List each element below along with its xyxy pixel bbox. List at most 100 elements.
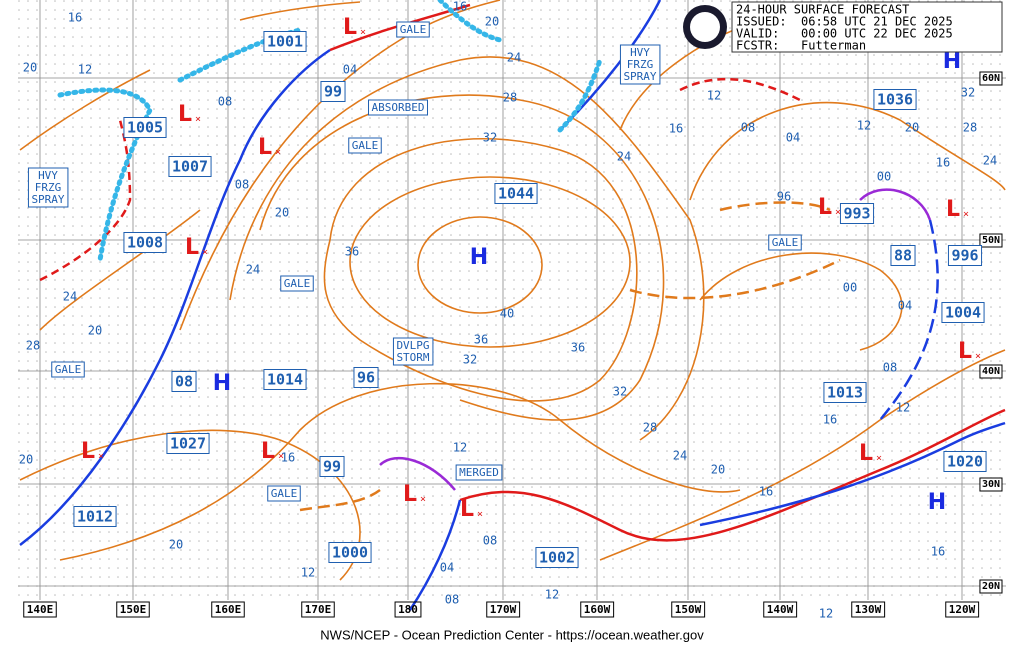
labels: 140E 150E 160E 170E 180 170W 160W 150W 140W 130W 1… <box>19 0 1003 621</box>
header-line: VALID: 00:00 UTC 22 DEC 2025 <box>736 27 953 41</box>
pressure-label-box <box>320 81 346 102</box>
high-center: H <box>928 490 946 515</box>
low-mark: × <box>835 207 841 218</box>
isobar-label: 20 <box>275 206 289 220</box>
longitude-label: 170E <box>305 603 332 616</box>
warning: GALE <box>280 275 314 292</box>
pressure-label: 1027 <box>170 435 206 453</box>
pressure-label-box <box>947 245 983 266</box>
warning-box <box>267 485 301 502</box>
footer: NWS/NCEP - Ocean Prediction Center - htt… <box>320 627 704 642</box>
pressure-label: 1008 <box>127 234 163 252</box>
low-center: L <box>81 439 95 464</box>
isobar-label: 04 <box>343 63 357 77</box>
low-mark: × <box>963 209 969 220</box>
pressure-label: 1014 <box>267 371 303 389</box>
pressure-label: 96 <box>357 369 375 387</box>
warning: GALE <box>768 234 802 251</box>
isobar-label: 08 <box>445 593 459 607</box>
pressure-label-box <box>535 547 579 568</box>
warning-text: FRZG <box>627 58 654 71</box>
isobars <box>19 0 1006 581</box>
warning-box <box>455 464 503 481</box>
pressure-label: 99 <box>324 83 342 101</box>
pressure-label-box <box>263 31 307 52</box>
isobar-label: 00 <box>843 281 857 295</box>
low-center: L <box>185 235 199 260</box>
isobar-label: 20 <box>485 15 499 29</box>
low-mark: × <box>98 451 104 462</box>
isobar-label: 24 <box>63 290 77 304</box>
longitude-label: 140E <box>27 603 54 616</box>
latitude-label: 30N <box>982 479 1000 490</box>
longitude-box <box>851 601 886 618</box>
warning: GALE <box>267 485 301 502</box>
isobar-label: 16 <box>759 485 773 499</box>
isobar-label: 36 <box>345 245 359 259</box>
warning-box <box>27 167 69 208</box>
isobar-label: 16 <box>281 451 295 465</box>
isobar-label: 16 <box>453 0 467 14</box>
low-center: L <box>859 441 873 466</box>
longitude-box <box>671 601 706 618</box>
latitude-box <box>979 579 1003 594</box>
pressure-label-box <box>319 456 345 477</box>
pressure-label: 1044 <box>498 185 534 203</box>
pressure-label: 1001 <box>267 33 303 51</box>
isobar-label: 36 <box>571 341 585 355</box>
isobar-label: 12 <box>78 63 92 77</box>
low-mark: × <box>195 114 201 125</box>
warning-text: GALE <box>772 236 799 249</box>
pressure-label: 1013 <box>827 384 863 402</box>
isobar-label: 16 <box>931 545 945 559</box>
isobar-label: 28 <box>26 339 40 353</box>
isobar-label: 08 <box>483 534 497 548</box>
isobar-label: 24 <box>617 150 631 164</box>
pressure-label: 99 <box>323 458 341 476</box>
longitude-label: 130W <box>855 603 882 616</box>
longitude-label: 120W <box>949 603 976 616</box>
high-center: H <box>213 371 231 396</box>
isobar-label: 20 <box>88 324 102 338</box>
isobar-label: 20 <box>711 463 725 477</box>
isobar-label: 20 <box>19 453 33 467</box>
isobar-label: 32 <box>961 86 975 100</box>
low-mark: × <box>202 247 208 258</box>
isobar-label: 12 <box>896 401 910 415</box>
fronts <box>19 0 1006 611</box>
isobar-label: 36 <box>474 333 488 347</box>
pressure-label-box <box>166 433 210 454</box>
isobar-label: 12 <box>453 441 467 455</box>
warning-text: HVY <box>630 46 650 59</box>
longitude-label: 140W <box>767 603 794 616</box>
latitude-box <box>979 71 1003 86</box>
warning-box <box>368 99 428 116</box>
low-mark: × <box>477 509 483 520</box>
longitude-label: 150E <box>120 603 147 616</box>
pressure-label: 1012 <box>77 508 113 526</box>
isobar-label: 40 <box>500 307 514 321</box>
isobar-label: 08 <box>741 121 755 135</box>
warning-box <box>348 137 382 154</box>
pressure-label-box <box>123 117 167 138</box>
pressure-label-box <box>941 302 985 323</box>
warning-text: HVY <box>38 169 58 182</box>
isobar-label: 24 <box>983 154 997 168</box>
isobar-label: 28 <box>643 421 657 435</box>
pressure-label-box <box>353 367 379 388</box>
warning-text: MERGED <box>459 466 499 479</box>
latitude-box <box>979 233 1003 248</box>
low-mark: × <box>975 351 981 362</box>
isobar-label: 04 <box>786 131 800 145</box>
latitude-label: 20N <box>982 581 1000 592</box>
latitude-label: 60N <box>982 73 1000 84</box>
header-line: FCSTR: Futterman <box>736 39 866 53</box>
longitude-box <box>116 601 150 618</box>
warning-box <box>619 44 661 85</box>
isobar-label: 00 <box>877 170 891 184</box>
pressure-label: 996 <box>951 247 978 265</box>
pressure-label: 1005 <box>127 119 163 137</box>
